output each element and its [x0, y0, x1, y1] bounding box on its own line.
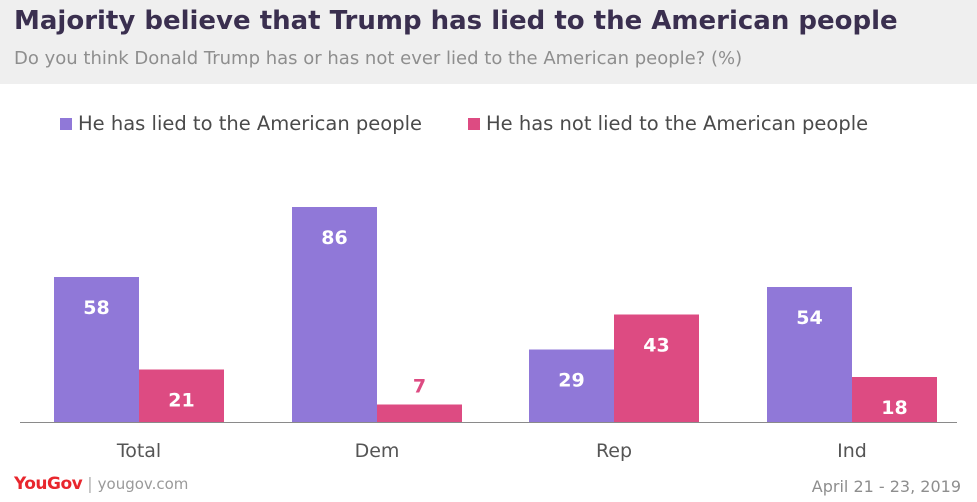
site-url: yougov.com: [97, 475, 189, 493]
data-label-total-not-lied: 21: [168, 390, 194, 412]
data-label-dem-not-lied: 7: [413, 376, 426, 398]
legend-swatch-lied: [60, 117, 72, 130]
chart-title: Majority believe that Trump has lied to …: [14, 6, 898, 36]
data-label-ind-not-lied: 18: [881, 397, 907, 419]
data-label-total-lied: 58: [83, 297, 109, 319]
data-label-rep-not-lied: 43: [643, 335, 669, 357]
chart-subtitle: Do you think Donald Trump has or has not…: [14, 48, 743, 69]
bar-total-lied: [54, 277, 139, 422]
data-label-dem-lied: 86: [321, 227, 347, 249]
bar-rep-lied: [529, 349, 614, 422]
x-tick-label-rep: Rep: [596, 440, 632, 462]
bar-ind-lied: [767, 287, 852, 422]
yougov-logo: YouGov | yougov.com: [14, 474, 188, 494]
bar-ind-not-lied: [852, 377, 937, 422]
legend-label-not-lied: He has not lied to the American people: [486, 112, 869, 135]
legend-swatch-not-lied: [468, 117, 481, 130]
data-label-ind-lied: 54: [796, 307, 822, 329]
x-tick-label-total: Total: [116, 440, 161, 462]
chart-header: Majority believe that Trump has lied to …: [0, 0, 977, 84]
bar-dem-lied: [292, 207, 377, 422]
brand-name: YouGov: [14, 474, 83, 494]
logo-separator: |: [87, 474, 93, 493]
data-label-rep-lied: 29: [558, 370, 584, 392]
survey-date: April 21 - 23, 2019: [811, 477, 961, 496]
legend-item-lied: He has lied to the American people: [60, 112, 422, 135]
legend-label-lied: He has lied to the American people: [78, 112, 423, 135]
x-tick-label-ind: Ind: [837, 440, 867, 462]
bar-rep-not-lied: [614, 314, 699, 422]
bar-total-not-lied: [139, 369, 224, 422]
legend: He has lied to the American people He ha…: [60, 112, 868, 135]
bar-dem-not-lied: [377, 404, 462, 422]
x-tick-label-dem: Dem: [355, 440, 400, 462]
legend-item-not-lied: He has not lied to the American people: [468, 112, 868, 135]
